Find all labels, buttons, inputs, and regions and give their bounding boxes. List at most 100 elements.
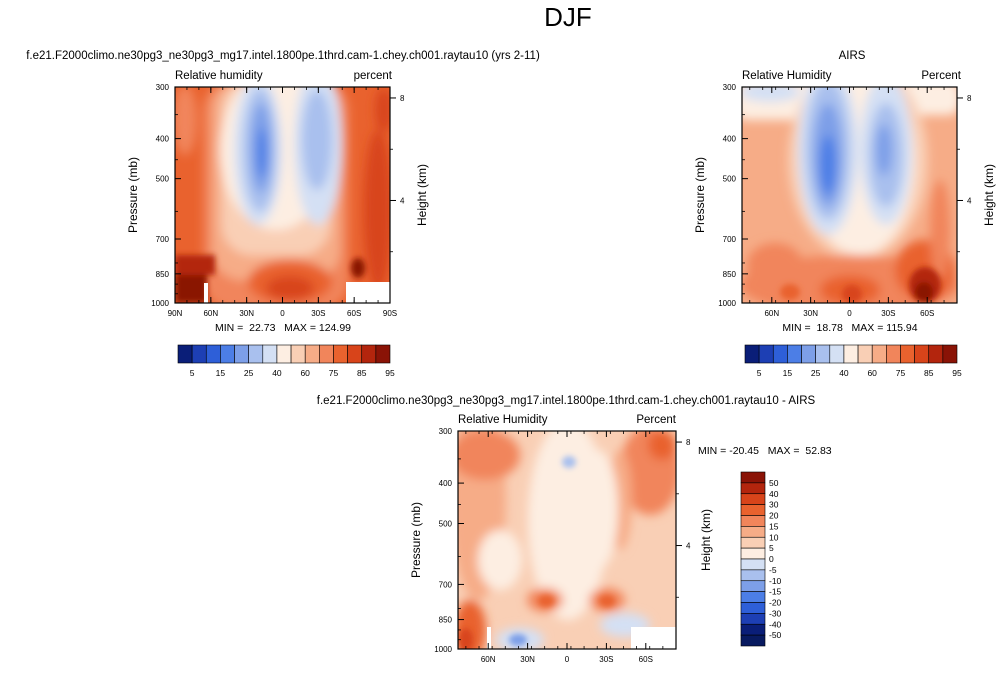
field-south-positive-top-core	[648, 431, 676, 460]
colorbar-label: 40	[839, 368, 849, 378]
y-tick-label: 850	[723, 270, 737, 279]
panel-difference-axes: 60N 30N 0 30S 60S 300 400 500 700 850 1000 8 4	[434, 427, 691, 664]
panel-obs-field	[742, 87, 957, 303]
field-dry-south-core	[876, 124, 892, 176]
colorbar-swatch	[740, 623, 766, 636]
field-dry-north-max	[257, 128, 267, 178]
field-missing-north	[487, 627, 491, 649]
panel-difference-minmax: MIN = -20.45 MAX = 52.83	[698, 445, 832, 457]
colorbar-swatch	[740, 515, 766, 527]
colorbar-swatch	[220, 344, 235, 364]
panel-obs: AIRS Relative Humidity Percent	[693, 50, 996, 378]
x-tick-label: 0	[280, 309, 285, 318]
figure-title: DJF	[544, 2, 592, 32]
colorbar-swatch	[787, 344, 802, 364]
panel-model-title: f.e21.F2000climo.ne30pg3_ne30pg3_mg17.in…	[26, 50, 540, 62]
panel-model-y2label: Height (km)	[415, 164, 429, 226]
colorbar-label: 85	[924, 368, 934, 378]
x-tick-label: 30N	[239, 309, 254, 318]
panel-obs-minmax: MIN = 18.78 MAX = 115.94	[782, 322, 917, 334]
colorbar-label: -30	[769, 608, 782, 618]
field-moist-polar-south	[351, 258, 365, 278]
colorbar-label: 15	[216, 368, 226, 378]
colorbar-label: 15	[769, 521, 779, 531]
colorbar-label: 75	[896, 368, 906, 378]
colorbar-swatch	[740, 591, 766, 603]
panel-obs-left-label: Relative Humidity	[742, 70, 832, 82]
colorbar-label: 5	[757, 368, 762, 378]
panel-obs-right-label: Percent	[921, 70, 961, 82]
colorbar-swatch	[740, 504, 766, 516]
y2-tick-label: 8	[400, 94, 405, 103]
colorbar-swatch	[928, 344, 944, 364]
field-missing-north	[204, 283, 208, 303]
colorbar-swatch	[290, 344, 306, 364]
y-tick-label: 1000	[434, 645, 452, 654]
y2-tick-label: 4	[967, 196, 972, 205]
colorbar-swatch	[740, 536, 766, 549]
x-tick-label: 30N	[803, 309, 818, 318]
field-bottom-moist-right-core	[599, 595, 615, 607]
field-bottom-moist-left-core	[538, 595, 554, 607]
colorbar-label: 10	[769, 532, 779, 542]
field-low-moist-north-core	[780, 284, 800, 300]
y2-tick-label: 4	[686, 542, 691, 551]
colorbar-swatch	[740, 613, 766, 625]
y-tick-label: 500	[723, 175, 737, 184]
colorbar-swatch	[191, 344, 207, 364]
panel-model-colorbar: 5 15 25 40 60 75 85 95	[177, 344, 395, 378]
panel-obs-y2label: Height (km)	[982, 164, 996, 226]
colorbar-swatch	[262, 344, 278, 364]
colorbar-label: 15	[783, 368, 793, 378]
field-missing-south-bar	[346, 282, 349, 303]
y2-tick-label: 4	[400, 196, 405, 205]
colorbar-swatch	[740, 634, 766, 647]
colorbar-swatch	[843, 344, 859, 364]
panel-difference-title: f.e21.F2000climo.ne30pg3_ne30pg3_mg17.in…	[317, 395, 816, 407]
colorbar-swatch	[361, 344, 377, 364]
field-moist-polar-north-rim	[175, 255, 215, 275]
colorbar-label: 60	[300, 368, 310, 378]
y-tick-label: 1000	[718, 299, 736, 308]
y2-tick-label: 8	[686, 438, 691, 447]
colorbar-label: 60	[867, 368, 877, 378]
colorbar-label: 50	[769, 478, 779, 488]
panel-obs-axes: 60N 30N 0 30S 60S 300 400 500 700 850 1000 8 4	[718, 83, 972, 318]
y-tick-label: 500	[156, 175, 170, 184]
colorbar-swatch	[248, 344, 264, 364]
y-tick-label: 300	[439, 427, 453, 436]
colorbar-label: 40	[272, 368, 282, 378]
y-tick-label: 400	[439, 479, 453, 488]
field-missing-south	[631, 627, 676, 649]
colorbar-swatch	[177, 344, 193, 364]
panel-difference-right-label: Percent	[636, 414, 676, 426]
field-north-low	[478, 530, 522, 590]
colorbar-swatch	[740, 471, 766, 484]
field-low-moist-south-max	[915, 282, 933, 302]
y-tick-label: 1000	[151, 299, 169, 308]
colorbar-swatch	[914, 344, 930, 364]
colorbar-swatch	[740, 569, 766, 582]
panel-model-minmax: MIN = 22.73 MAX = 124.99	[215, 322, 351, 334]
x-tick-label: 30N	[520, 655, 535, 664]
panel-model: f.e21.F2000climo.ne30pg3_ne30pg3_mg17.in…	[26, 50, 540, 378]
y-tick-label: 850	[439, 616, 453, 625]
colorbar-label: 20	[769, 511, 779, 521]
x-tick-label: 30S	[599, 655, 613, 664]
colorbar-swatch	[304, 344, 320, 364]
field-negative-small	[562, 456, 576, 468]
colorbar-label: 85	[357, 368, 367, 378]
y-tick-label: 850	[156, 270, 170, 279]
colorbar-swatch	[772, 344, 788, 364]
panel-difference-left-label: Relative Humidity	[458, 414, 548, 426]
colorbar-swatch	[942, 344, 958, 364]
x-tick-label: 60S	[639, 655, 653, 664]
colorbar-label: 25	[811, 368, 821, 378]
panel-model-ylabel: Pressure (mb)	[126, 157, 140, 233]
colorbar-label: 30	[769, 500, 779, 510]
colorbar-swatch	[801, 344, 816, 364]
x-tick-label: 30S	[311, 309, 325, 318]
colorbar-label: 75	[329, 368, 339, 378]
field-missing-south	[349, 282, 390, 303]
